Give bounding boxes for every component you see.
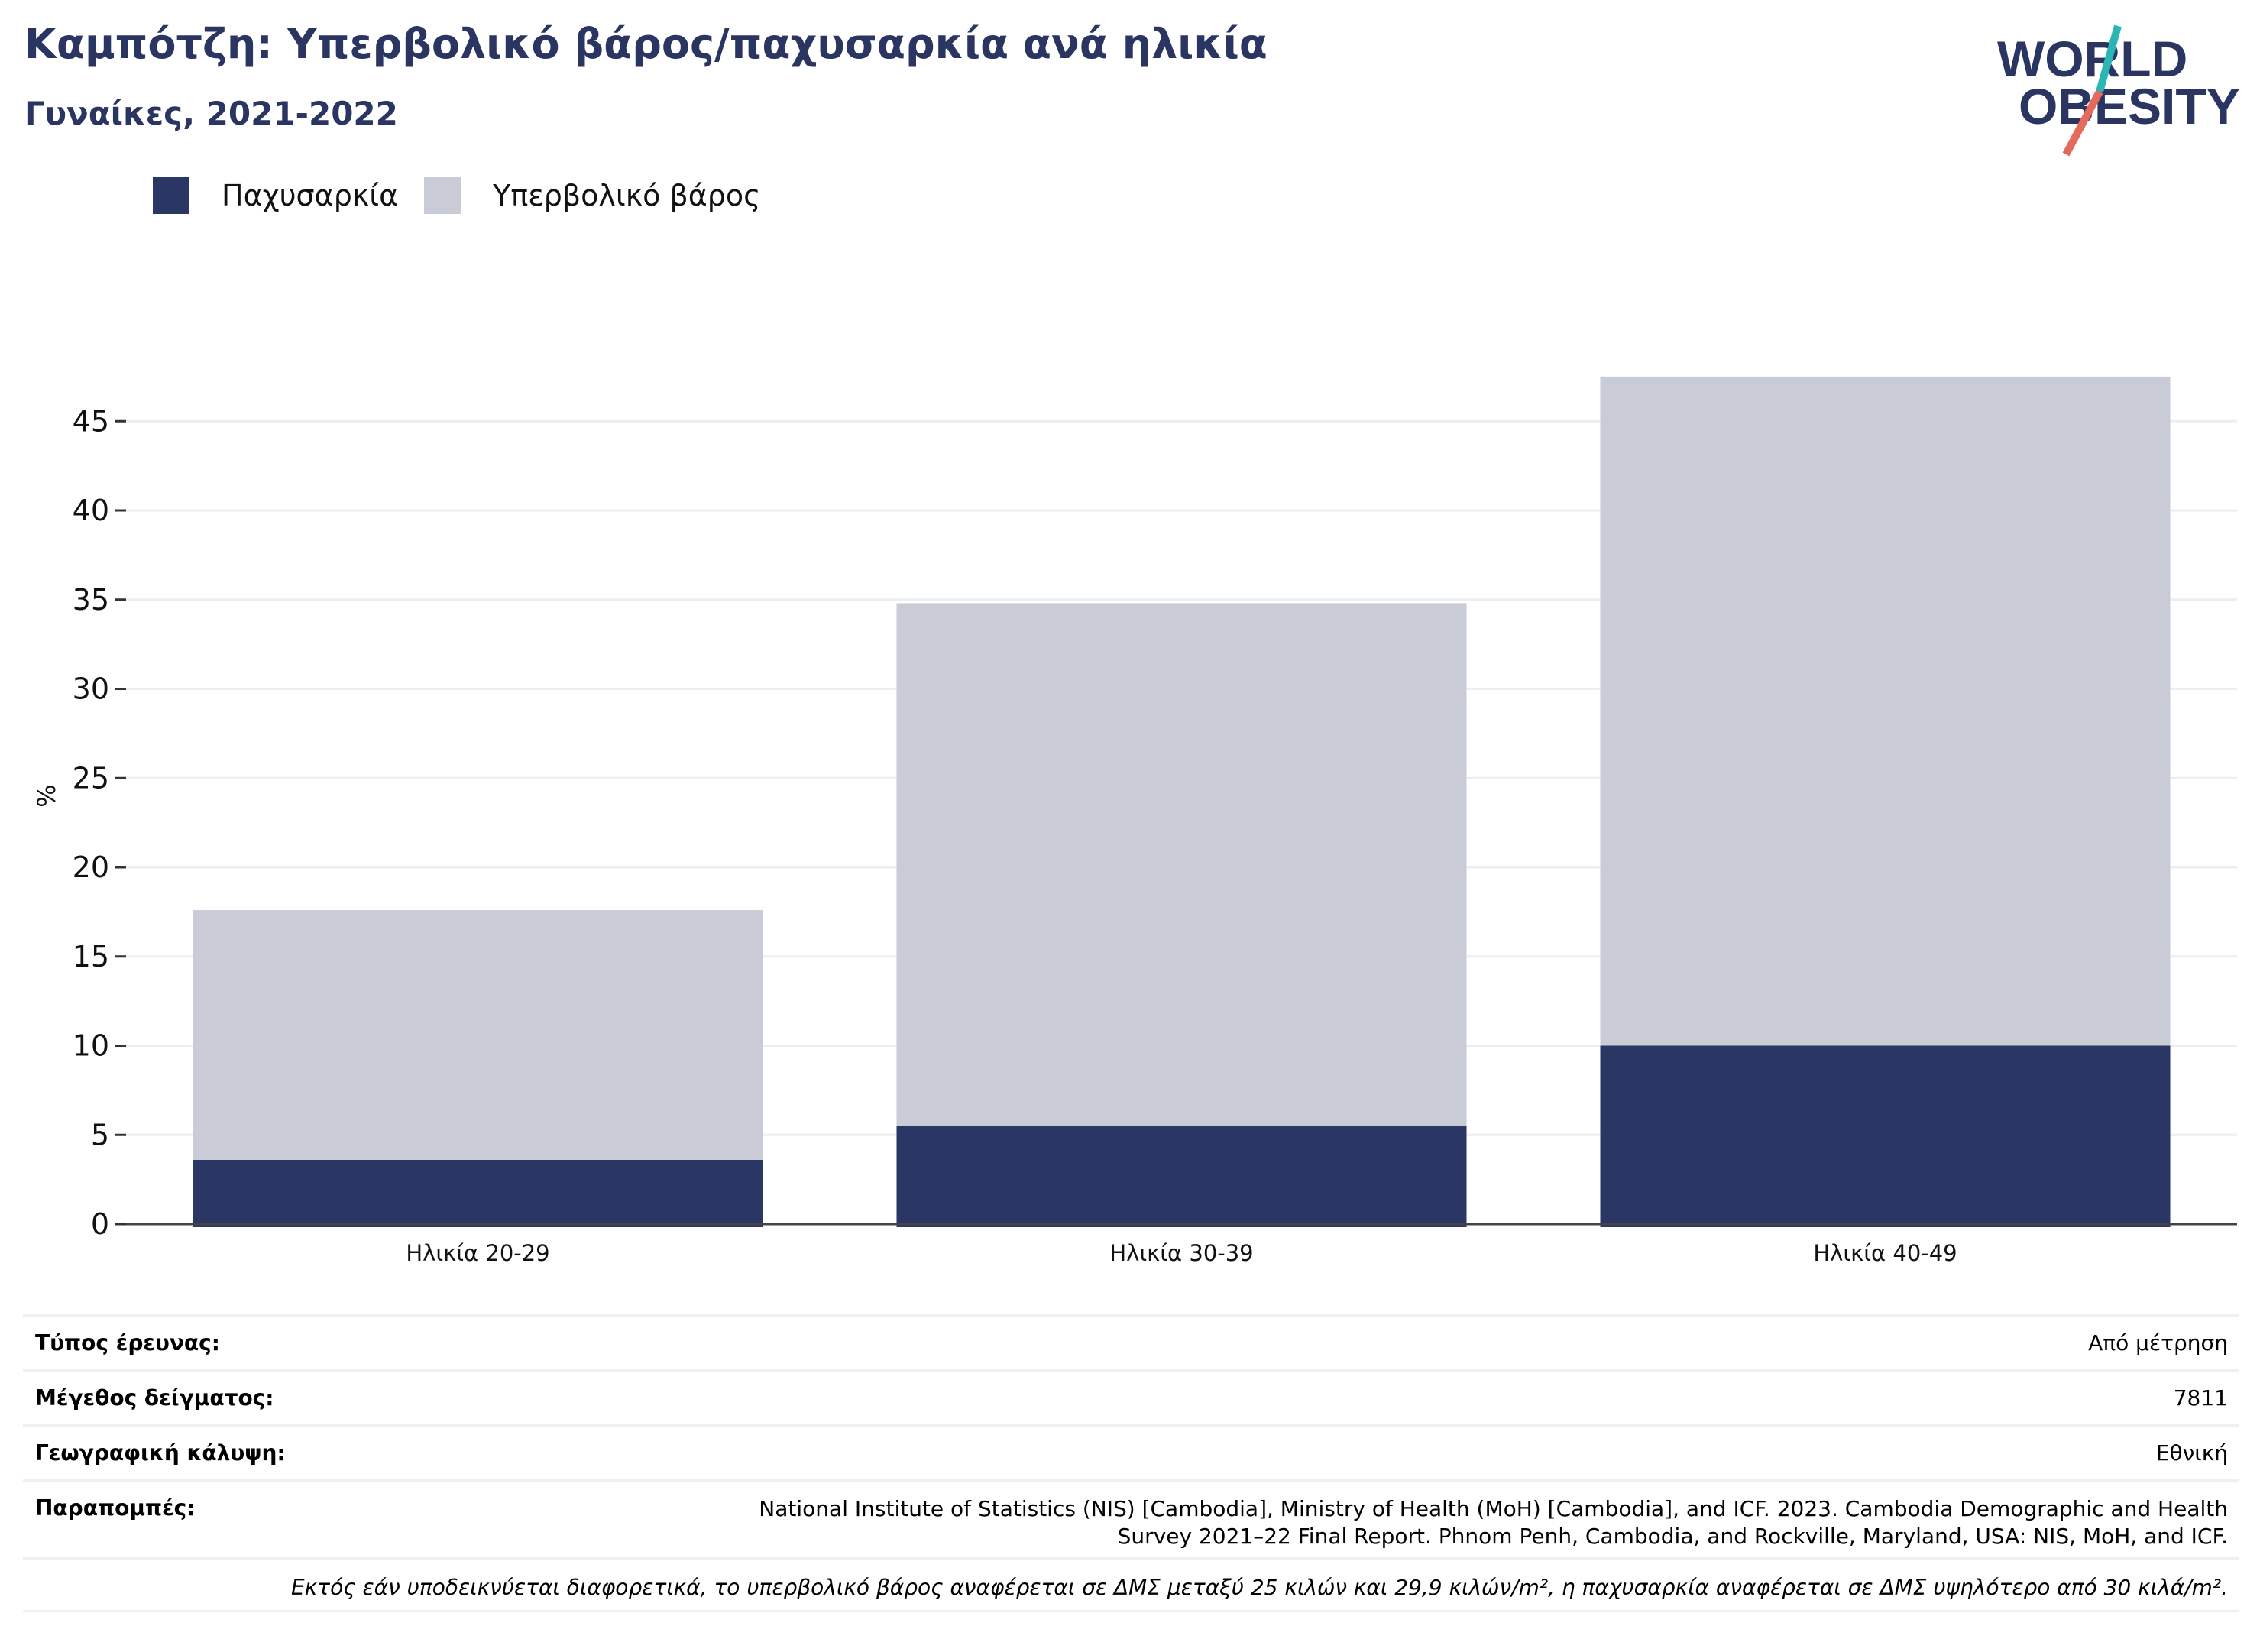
y-tick-label: 10 bbox=[73, 1029, 109, 1063]
coverage-row: Γεωγραφική κάλυψη: Εθνική bbox=[23, 1424, 2239, 1479]
x-tick-label: Ηλικία 20-29 bbox=[406, 1240, 549, 1266]
y-tick-label: 20 bbox=[73, 850, 109, 884]
sample-size-value: 7811 bbox=[2173, 1385, 2228, 1411]
bar-obesity-3 bbox=[1600, 1045, 2171, 1227]
world-obesity-logo: WORLD OBESITY bbox=[1997, 24, 2240, 157]
chart-legend: Παχυσαρκία Υπερβολικό βάρος bbox=[153, 177, 786, 214]
sample-size-row: Μέγεθος δείγματος: 7811 bbox=[23, 1369, 2239, 1424]
bar-obesity-2 bbox=[896, 1126, 1467, 1227]
references-value: National Institute of Statistics (NIS) [… bbox=[759, 1495, 2228, 1550]
survey-info-table: Τύπος έρευνας: Από μέτρηση Μέγεθος δείγμ… bbox=[23, 1314, 2239, 1612]
x-tick-label: Ηλικία 40-49 bbox=[1813, 1240, 1957, 1266]
legend-swatch-obesity bbox=[153, 177, 189, 214]
bar-overweight-3 bbox=[1600, 376, 2171, 1046]
x-tick-label: Ηλικία 30-39 bbox=[1109, 1240, 1253, 1266]
references-line-1: National Institute of Statistics (NIS) [… bbox=[759, 1496, 2228, 1521]
y-tick-label: 0 bbox=[91, 1207, 109, 1241]
sample-size-label: Μέγεθος δείγματος: bbox=[35, 1385, 274, 1411]
references-label: Παραπομπές: bbox=[35, 1495, 196, 1521]
legend-label-obesity: Παχυσαρκία bbox=[222, 179, 399, 212]
logo-line-2: OBESITY bbox=[2019, 78, 2240, 134]
survey-type-row: Τύπος έρευνας: Από μέτρηση bbox=[23, 1314, 2239, 1369]
chart-title: Καμπότζη: Υπερβολικό βάρος/παχυσαρκία αν… bbox=[24, 20, 1268, 68]
legend-label-overweight: Υπερβολικό βάρος bbox=[493, 179, 761, 212]
y-tick-label: 45 bbox=[73, 404, 109, 438]
chart-subtitle: Γυναίκες, 2021-2022 bbox=[24, 95, 398, 132]
bars bbox=[193, 376, 2171, 1227]
axes: 0 5 10 15 20 25 30 35 40 45% Ηλικία 20-29 Ηλικία 30… bbox=[32, 404, 2237, 1266]
y-tick-label: 30 bbox=[73, 672, 109, 706]
bar-obesity-1 bbox=[193, 1159, 763, 1227]
y-tick-label: 5 bbox=[91, 1118, 109, 1152]
coverage-value: Εθνική bbox=[2155, 1440, 2228, 1466]
logo-line-1: WORLD bbox=[1997, 31, 2187, 87]
y-tick-label: 40 bbox=[73, 494, 109, 527]
definition-note: Εκτός εάν υποδεικνύεται διαφορετικά, το … bbox=[23, 1557, 2239, 1612]
stacked-bar-chart: 0 5 10 15 20 25 30 35 40 45% Ηλικία 20-29 Ηλικία 30… bbox=[32, 376, 2237, 1266]
y-tick-label: 25 bbox=[73, 761, 109, 795]
y-axis-label: % bbox=[32, 784, 61, 807]
survey-type-label: Τύπος έρευνας: bbox=[35, 1330, 220, 1356]
y-tick-label: 15 bbox=[73, 940, 109, 973]
bar-overweight-2 bbox=[896, 603, 1467, 1126]
legend-item-overweight: Υπερβολικό βάρος bbox=[424, 177, 760, 214]
references-row: Παραπομπές: National Institute of Statis… bbox=[23, 1479, 2239, 1557]
logo-coral-slash bbox=[2062, 89, 2103, 157]
legend-swatch-overweight bbox=[424, 177, 461, 214]
coverage-label: Γεωγραφική κάλυψη: bbox=[35, 1440, 286, 1466]
survey-type-value: Από μέτρηση bbox=[2088, 1330, 2228, 1356]
references-line-2: Survey 2021–22 Final Report. Phnom Penh,… bbox=[1117, 1524, 2228, 1549]
legend-item-obesity: Παχυσαρκία bbox=[153, 177, 398, 214]
bar-overweight-1 bbox=[193, 910, 763, 1160]
logo-teal-slash bbox=[2096, 24, 2122, 93]
y-tick-label: 35 bbox=[73, 583, 109, 617]
